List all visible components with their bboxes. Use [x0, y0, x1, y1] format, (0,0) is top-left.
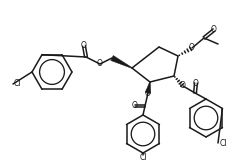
Text: O: O — [132, 102, 138, 111]
Polygon shape — [111, 55, 132, 68]
Text: O: O — [145, 89, 151, 98]
Text: O: O — [189, 43, 195, 52]
Polygon shape — [145, 82, 151, 93]
Text: O: O — [81, 41, 87, 51]
Text: Cl: Cl — [14, 80, 21, 89]
Text: O: O — [211, 25, 217, 34]
Text: Cl: Cl — [139, 153, 147, 162]
Text: Cl: Cl — [219, 139, 227, 147]
Text: O: O — [193, 79, 199, 88]
Text: O: O — [97, 60, 103, 69]
Text: O: O — [180, 82, 186, 91]
